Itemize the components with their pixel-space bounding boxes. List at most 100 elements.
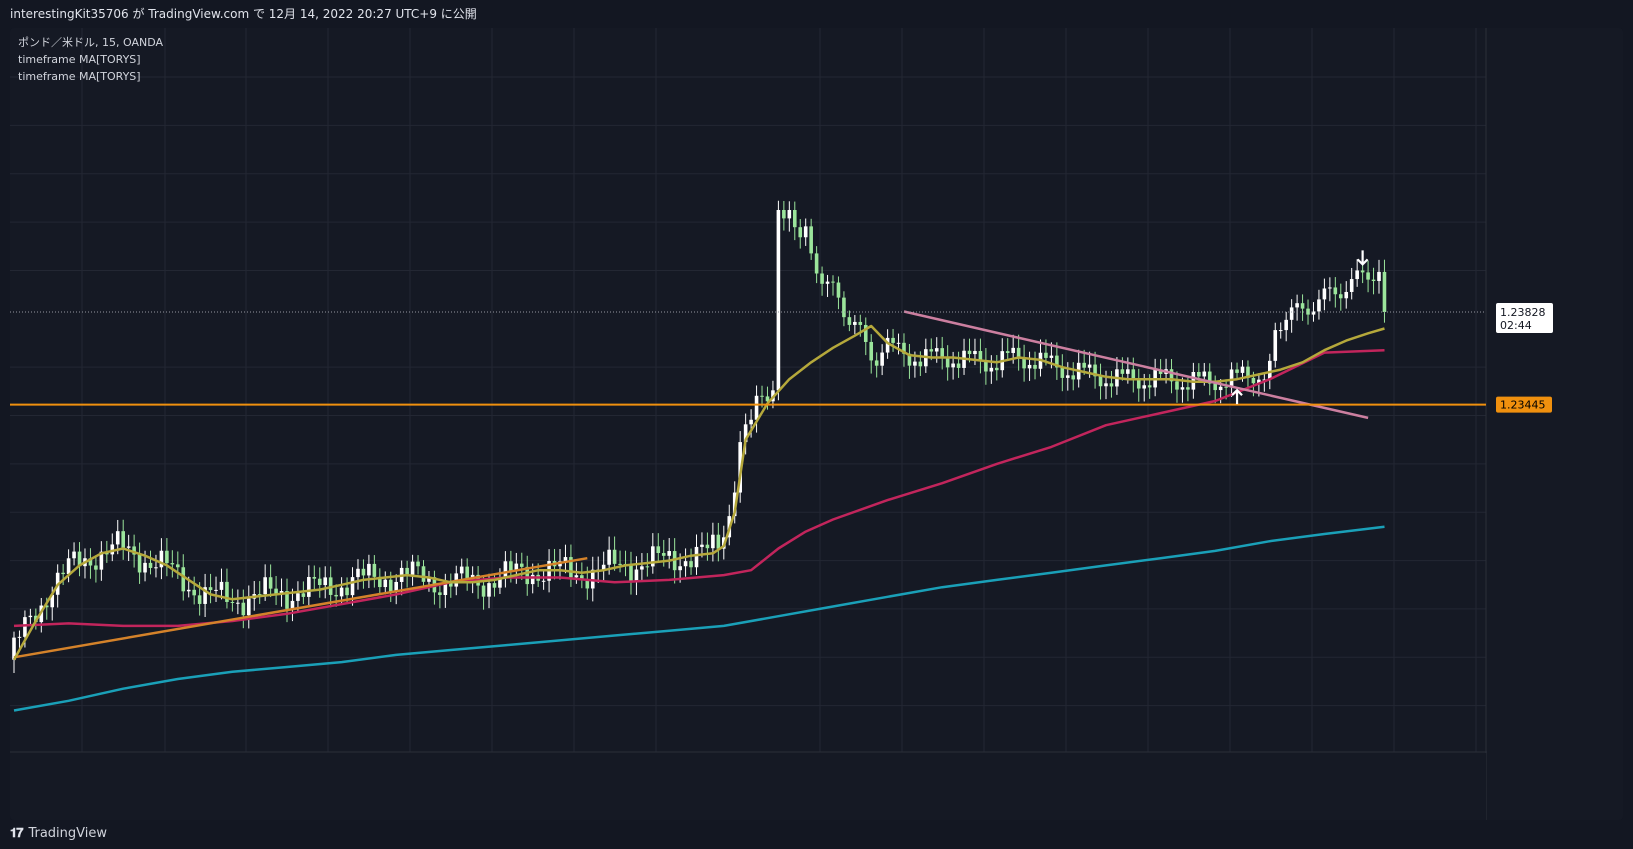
candle-body — [1027, 364, 1032, 369]
indicator-legend-1[interactable]: timeframe MA[TORYS] — [18, 53, 141, 66]
trendline-pink — [903, 310, 1369, 420]
candle-body — [487, 583, 491, 597]
candle-body — [405, 567, 409, 575]
candle-body — [1251, 377, 1256, 384]
candle-body — [1262, 379, 1267, 381]
level-price-badge — [1496, 396, 1552, 413]
ma-slow-line — [13, 525, 1385, 712]
candle-body — [361, 568, 366, 576]
candle-body — [367, 563, 371, 576]
candle-body — [956, 363, 961, 368]
candle-body — [809, 226, 813, 254]
publish-info-bar: interestingKit35706 が TradingView.com で … — [0, 0, 1633, 28]
candle-body — [1120, 369, 1125, 374]
candle-body — [503, 561, 508, 579]
candle-body — [1033, 364, 1037, 369]
candle-body — [143, 562, 147, 573]
current-price-badge — [1496, 303, 1553, 334]
candle-body — [634, 569, 639, 582]
candle-body — [880, 352, 884, 366]
candle-body — [1207, 371, 1212, 384]
candle-body — [1147, 385, 1152, 388]
candle-body — [1344, 291, 1349, 299]
candle-body — [509, 561, 513, 571]
candle-body — [765, 396, 770, 402]
candle-body — [1377, 271, 1381, 282]
candle-body — [88, 558, 93, 566]
candle-body — [749, 419, 753, 425]
candle-body — [110, 544, 115, 555]
candle-body — [378, 576, 382, 588]
candle-body — [1257, 379, 1261, 384]
candle-body — [214, 589, 218, 591]
candle-body — [885, 337, 890, 353]
candle-body — [754, 395, 759, 420]
candle-body — [421, 566, 426, 582]
ma-fast-line — [12, 324, 1385, 661]
ma-mid-line — [13, 348, 1385, 628]
candle-body — [481, 585, 486, 597]
candle-body — [1224, 386, 1228, 388]
candle-body — [541, 580, 546, 582]
candle-body — [716, 534, 721, 549]
candle-body — [612, 549, 617, 564]
candle-body — [743, 424, 748, 443]
candle-body — [1268, 360, 1272, 380]
candle-body — [1093, 364, 1097, 377]
candle-body — [1169, 369, 1174, 382]
candle-body — [1295, 303, 1299, 308]
tradingview-logo-icon[interactable]: 𝟏𝟕 — [10, 826, 24, 841]
candle-body — [1098, 376, 1103, 387]
candle-body — [230, 601, 235, 603]
indicator-legend-2[interactable]: timeframe MA[TORYS] — [18, 70, 141, 83]
candle-body — [918, 361, 923, 367]
candle-body — [525, 566, 530, 585]
candle-body — [1071, 375, 1076, 380]
symbol-legend[interactable]: ポンド／米ドル, 15, OANDA — [18, 36, 164, 49]
candle-body — [394, 581, 398, 592]
price-axis-background — [1487, 28, 1623, 820]
candle-body — [940, 348, 944, 357]
candle-body — [858, 321, 863, 325]
candle-body — [1371, 279, 1376, 282]
candle-body — [814, 253, 819, 274]
candle-body — [787, 210, 792, 219]
candle-body — [148, 562, 153, 568]
trendline-orange — [13, 556, 588, 659]
candle-body — [831, 281, 835, 283]
price-chart[interactable]: 21:001303:0006:0009:0012:0015:0018:00140… — [10, 28, 1623, 820]
chart-pane[interactable]: 21:001303:0006:0009:0012:0015:0018:00140… — [10, 28, 1623, 820]
candle-body — [869, 341, 874, 361]
candle-body — [989, 367, 994, 372]
candle-body — [1011, 347, 1015, 353]
candle-body — [792, 210, 797, 228]
candle-body — [711, 534, 715, 549]
candle-body — [945, 356, 950, 368]
level-price-label: 1.23445 — [1500, 399, 1546, 412]
candle-body — [1005, 351, 1010, 353]
countdown-label: 02:44 — [1500, 319, 1532, 332]
candle-body — [934, 348, 939, 352]
candle-body — [1333, 287, 1338, 295]
current-price-label: 1.23828 — [1500, 306, 1546, 319]
candle-body — [1202, 371, 1207, 377]
candle-body — [77, 551, 82, 567]
candle-body — [585, 579, 590, 589]
candle-body — [219, 581, 224, 590]
brand-name[interactable]: TradingView — [28, 826, 108, 841]
candle-body — [1240, 366, 1245, 373]
candle-body — [1044, 352, 1048, 358]
candle-body — [416, 561, 420, 567]
candle-body — [165, 550, 169, 564]
candle-body — [438, 592, 442, 596]
candle-body — [312, 576, 317, 579]
candle-body — [618, 563, 622, 565]
candle-body — [683, 561, 688, 567]
candle-body — [296, 593, 300, 601]
candle-body — [192, 589, 196, 596]
candle-body — [1328, 287, 1332, 289]
candle-body — [874, 360, 879, 366]
candle-body — [590, 569, 595, 589]
candle-body — [323, 577, 328, 586]
candle-body — [530, 574, 535, 585]
